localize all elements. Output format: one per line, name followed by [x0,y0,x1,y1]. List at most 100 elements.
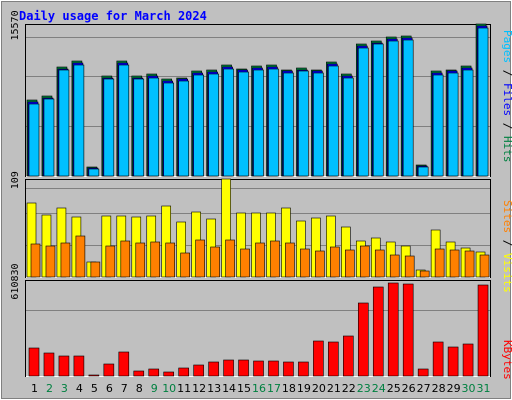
bar-kbytes-day-18 [283,361,294,377]
bar-sites-day-22 [345,249,355,278]
bar-kbytes-day-8 [133,370,145,377]
bar-sites-day-25 [389,254,400,278]
bar-sites-day-1 [30,243,41,278]
day-label-24: 24 [372,382,386,395]
bar-kbytes-day-17 [268,360,279,377]
hits-files-pages-panel: 15570 Pages / Files / Hits [10,10,512,177]
bar-kbytes-day-10 [163,371,175,377]
day-label-26: 26 [402,382,416,395]
day-label-22: 22 [342,382,356,395]
bar-pages-day-14 [223,68,234,177]
bar-sites-day-14 [225,239,235,278]
bar-kbytes-day-6 [103,363,115,377]
bar-sites-day-29 [449,249,460,278]
bar-sites-day-28 [434,248,445,278]
bar-kbytes-day-15 [238,359,249,377]
bar-pages-day-20 [313,72,324,177]
day-label-28: 28 [432,382,446,395]
bar-sites-day-17 [270,240,280,278]
visits-sites-panel: 109 Sites / Visits [10,171,512,293]
bar-pages-day-21 [328,65,339,177]
bar-kbytes-day-19 [298,361,309,377]
bar-pages-day-11 [178,80,189,177]
legend-pages: Pages [501,30,512,63]
day-label-11: 11 [177,382,191,395]
day-label-5: 5 [91,382,98,395]
bar-kbytes-day-2 [43,352,55,377]
bar-kbytes-day-4 [73,355,85,377]
day-label-13: 13 [207,382,221,395]
bar-pages-day-2 [43,98,55,177]
day-label-25: 25 [387,382,401,395]
bar-sites-day-21 [330,246,340,278]
legend-kbytes: KBytes [501,340,512,380]
day-label-30: 30 [462,382,476,395]
day-label-21: 21 [327,382,341,395]
day-label-27: 27 [417,382,431,395]
bar-sites-day-15 [240,248,250,278]
bar-sites-day-20 [315,250,325,278]
bar-sites-day-16 [255,242,265,278]
bar-sites-day-10 [165,242,176,278]
bar-sites-day-23 [359,245,370,278]
legend-hits: Hits [501,136,512,163]
bar-sites-day-18 [285,242,295,278]
bar-pages-day-16 [253,69,264,177]
bar-sites-day-30 [464,250,475,278]
bar-pages-day-24 [372,43,384,177]
bar-kbytes-day-7 [118,351,130,377]
bar-kbytes-day-11 [178,367,189,377]
bar-pages-day-29 [447,72,459,177]
bar-pages-day-10 [163,82,175,177]
bar-sites-day-13 [210,246,220,278]
kbytes-panel: 610830 KBytes [10,263,512,379]
day-label-17: 17 [267,382,281,395]
bar-pages-day-13 [208,73,219,177]
bar-sites-day-3 [60,242,71,278]
bar-kbytes-day-20 [313,340,324,377]
bar-pages-day-19 [298,70,309,177]
bar-pages-day-25 [387,40,399,177]
bar-pages-day-6 [103,78,115,177]
bar-kbytes-day-16 [253,360,264,377]
day-labels: 1 2 3 4 5 6 7 8 9 10 11 12 13 14 15 16 17 18 19 20 21 22 23 24 2… [31,382,491,395]
bar-sites-day-26 [404,255,415,278]
bar-kbytes-day-14 [223,359,234,377]
bar-pages-day-22 [343,77,354,177]
bar-sites-day-5 [90,261,101,278]
day-label-14: 14 [222,382,236,395]
day-label-3: 3 [61,382,68,395]
bar-kbytes-day-23 [357,302,369,377]
bar-sites-day-6 [105,245,116,278]
bar-sites-day-19 [300,248,310,278]
day-label-8: 8 [136,382,143,395]
day-label-1: 1 [31,382,38,395]
bar-pages-day-1 [28,103,40,177]
day-label-7: 7 [121,382,128,395]
bar-kbytes-day-28 [432,341,444,377]
day-label-16: 16 [252,382,266,395]
bar-pages-day-15 [238,71,249,177]
bar-pages-day-8 [133,78,145,177]
day-label-10: 10 [162,382,176,395]
bar-kbytes-day-13 [208,361,219,377]
legend: KBytes [501,340,512,380]
day-label-9: 9 [151,382,158,395]
legend-sites: Sites [501,200,512,233]
bar-sites-day-31 [479,254,490,278]
bar-sites-day-2 [45,245,56,278]
y-max-tick: 15570 [10,10,21,40]
bar-kbytes-day-3 [58,355,70,377]
bar-sites-day-8 [135,242,146,278]
bar-kbytes-day-24 [372,286,384,377]
bar-kbytes-day-31 [477,284,489,377]
bar-kbytes-day-21 [328,341,339,377]
y-max-tick: 610830 [10,263,21,299]
bar-sites-day-12 [195,239,205,278]
day-label-19: 19 [297,382,311,395]
bar-pages-day-27 [417,166,429,177]
bar-pages-day-5 [88,168,100,177]
bar-pages-day-28 [432,74,444,177]
